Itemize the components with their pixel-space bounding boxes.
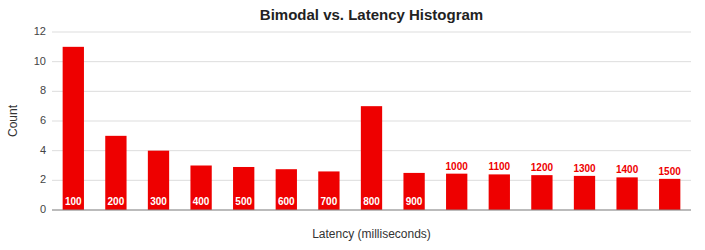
category-label: 100 <box>65 196 82 207</box>
bar <box>446 174 467 210</box>
category-label: 600 <box>278 196 295 207</box>
bar <box>531 175 552 210</box>
category-label: 1500 <box>659 166 682 177</box>
y-tick-label: 10 <box>34 55 46 67</box>
category-label: 1400 <box>616 164 639 175</box>
bar <box>403 173 424 210</box>
grid <box>52 32 691 210</box>
category-label: 1000 <box>446 161 469 172</box>
grid-line <box>52 91 691 92</box>
category-label: 800 <box>363 196 380 207</box>
x-axis-line <box>52 210 691 211</box>
category-label: 200 <box>108 196 125 207</box>
bar <box>489 174 510 210</box>
x-axis-label: Latency (milliseconds) <box>312 227 431 241</box>
bar <box>616 177 637 210</box>
grid-line <box>52 61 691 62</box>
category-label: 1200 <box>531 162 554 173</box>
bar <box>659 179 680 210</box>
y-tick-label: 0 <box>40 203 46 215</box>
y-ticks: 0 2 4 6 8 10 12 <box>34 25 46 215</box>
category-label: 700 <box>321 196 338 207</box>
bar <box>148 151 169 210</box>
grid-line <box>52 210 691 211</box>
chart: 0 2 4 6 8 10 12 100 200 300 400 500 600 700 800 900 1000… <box>0 0 705 250</box>
category-label: 1100 <box>488 161 510 172</box>
category-label: 300 <box>150 196 167 207</box>
y-tick-label: 2 <box>40 173 46 185</box>
bar <box>190 166 211 211</box>
bar <box>361 106 382 210</box>
y-tick-label: 12 <box>34 25 46 37</box>
y-axis-label: Count <box>6 104 20 137</box>
bar <box>276 169 297 210</box>
title: Bimodal vs. Latency Histogram <box>260 6 483 23</box>
category-label: 400 <box>193 196 210 207</box>
category-label: 900 <box>406 196 423 207</box>
y-tick-label: 8 <box>40 84 46 96</box>
bar <box>63 47 84 210</box>
bar <box>574 176 595 210</box>
category-label: 500 <box>235 196 252 207</box>
y-tick-label: 6 <box>40 114 46 126</box>
bar-labels: 100 200 300 400 500 600 700 800 900 1000 1100 1200 1… <box>65 161 681 207</box>
bar <box>318 171 339 210</box>
bar <box>233 167 254 210</box>
y-tick-label: 4 <box>40 144 46 156</box>
bar <box>105 136 126 210</box>
category-label: 1300 <box>573 163 596 174</box>
bars <box>63 47 681 210</box>
grid-line <box>52 32 691 33</box>
